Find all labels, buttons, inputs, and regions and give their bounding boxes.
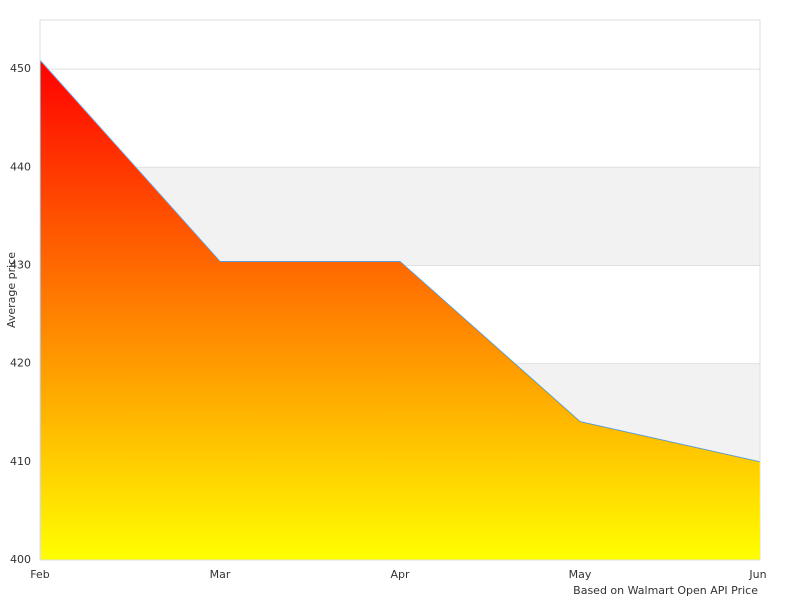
x-tick-label: Jun bbox=[748, 568, 766, 581]
y-tick-label: 420 bbox=[10, 357, 31, 370]
y-tick-label: 430 bbox=[10, 258, 31, 271]
y-tick-label: 450 bbox=[10, 62, 31, 75]
y-axis-label: Average price bbox=[5, 252, 18, 328]
x-axis-label: Based on Walmart Open API Price bbox=[573, 584, 758, 597]
y-tick-label: 440 bbox=[10, 160, 31, 173]
x-tick-label: Mar bbox=[210, 568, 231, 581]
y-tick-label: 410 bbox=[10, 455, 31, 468]
x-tick-label: Feb bbox=[30, 568, 49, 581]
plot-frame bbox=[39, 19, 761, 561]
x-tick-label: Apr bbox=[390, 568, 410, 581]
area bbox=[40, 60, 760, 560]
y-tick-label: 400 bbox=[10, 553, 31, 566]
x-tick-label: May bbox=[569, 568, 592, 581]
line bbox=[39, 59, 761, 463]
